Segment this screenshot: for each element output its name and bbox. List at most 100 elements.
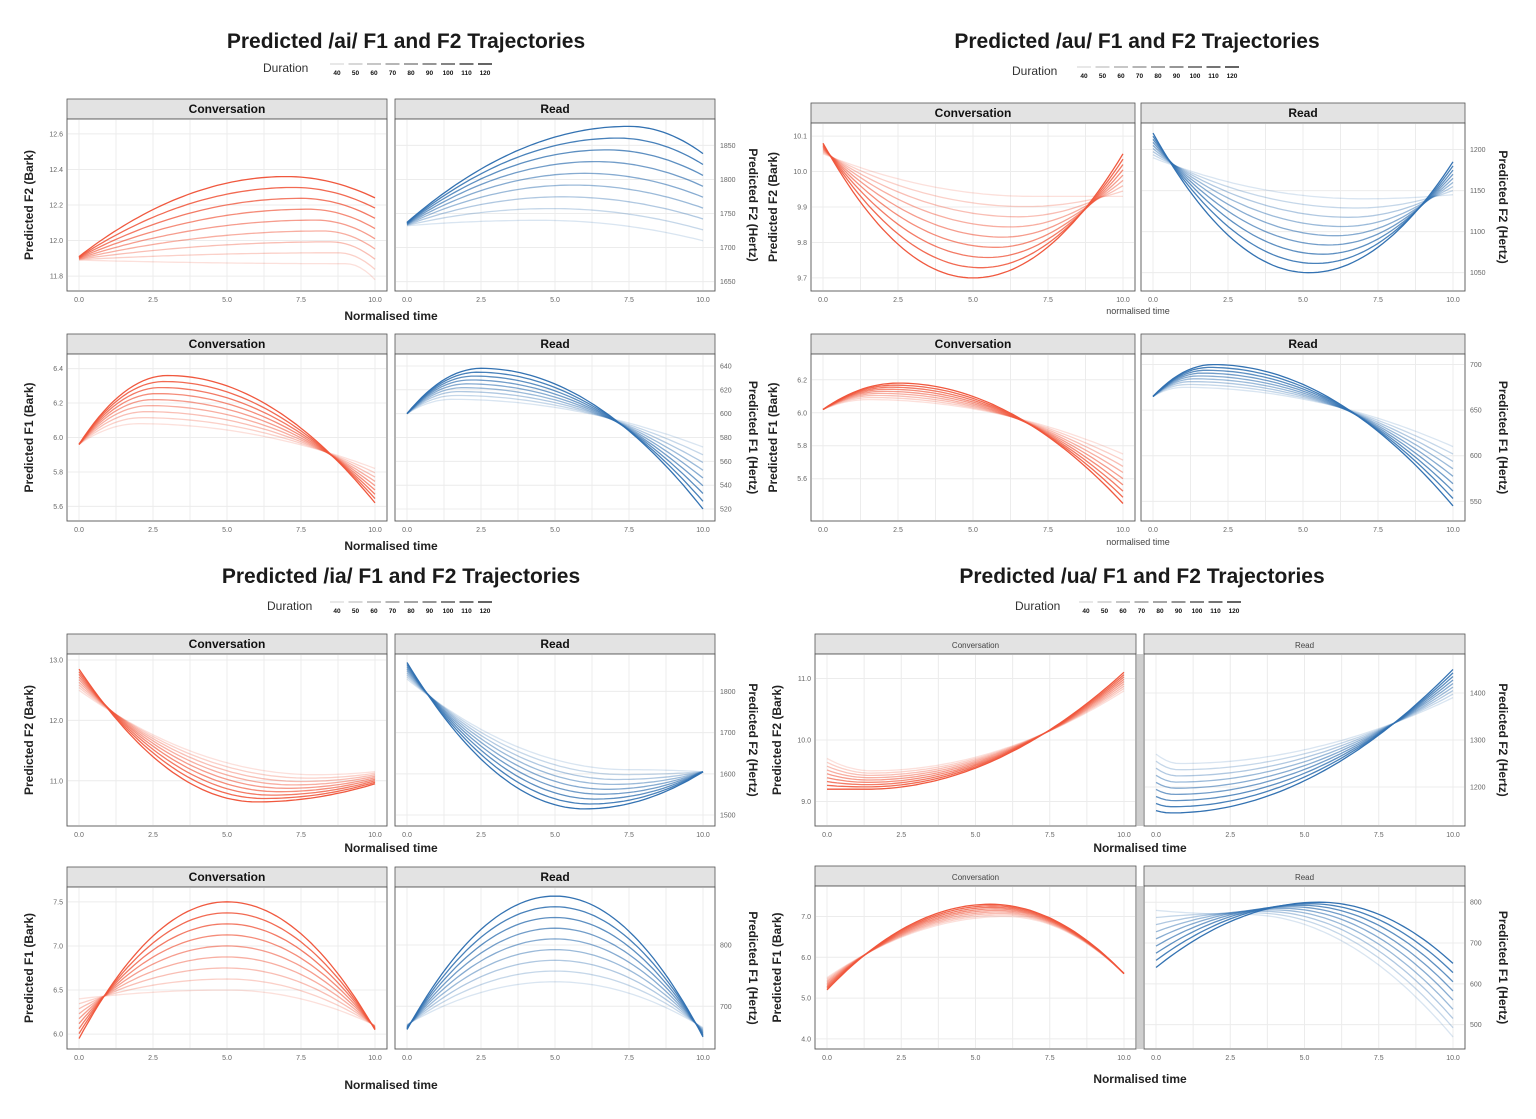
x-tick-label: 7.5 xyxy=(1373,297,1383,304)
trajectory-line xyxy=(1152,135,1454,265)
trajectory-line xyxy=(406,672,704,786)
trajectory-line xyxy=(406,981,704,1029)
panel-conversation: Conversation 5.6 5.8 6.0 6.2 Predicted F1 (Ba… xyxy=(766,333,1136,534)
panel-gap xyxy=(1137,654,1143,826)
y-axis-label: Predicted F2 (Hertz) xyxy=(746,683,760,796)
trajectory-line xyxy=(78,219,376,259)
x-tick-label: 2.5 xyxy=(476,297,486,304)
trajectory-line xyxy=(78,978,376,1027)
y-tick-label: 11.0 xyxy=(50,778,63,785)
y-axis-label: Predicted F1 (Bark) xyxy=(766,382,780,492)
x-axis-label: Normalised time xyxy=(1093,1072,1187,1086)
y-tick-label: 560 xyxy=(720,459,732,466)
y-tick-label: 580 xyxy=(720,435,732,442)
y-axis-label: Predicted F1 (Hertz) xyxy=(1496,911,1510,1024)
facet-label: Read xyxy=(1295,641,1314,650)
trajectory-line xyxy=(1155,693,1454,771)
y-tick-label: 1700 xyxy=(720,245,736,252)
y-tick-label: 700 xyxy=(1470,362,1482,369)
panel-gap xyxy=(1137,886,1143,1049)
y-tick-label: 7.0 xyxy=(53,943,63,950)
x-tick-label: 7.5 xyxy=(296,527,306,534)
trajectory-line xyxy=(1152,141,1454,246)
y-tick-label: 1700 xyxy=(720,730,736,737)
x-tick-label: 2.5 xyxy=(476,527,486,534)
trajectory-line xyxy=(406,160,704,225)
trajectory-line xyxy=(1152,378,1454,470)
x-tick-label: 5.0 xyxy=(222,297,232,304)
x-axis-label: normalised time xyxy=(1106,537,1170,547)
y-tick-label: 10.0 xyxy=(797,738,811,745)
facet-label: Conversation xyxy=(935,337,1012,351)
legend-title: Duration xyxy=(263,61,308,75)
x-tick-label: 2.5 xyxy=(896,832,906,839)
y-axis-label: Predicted F2 (Hertz) xyxy=(1496,683,1510,796)
legend-label: 70 xyxy=(389,608,397,615)
trajectory-line xyxy=(1152,132,1454,274)
legend-label: 120 xyxy=(1227,73,1238,80)
trajectory-line xyxy=(406,125,704,223)
panel-read: Read 550 600 650 700 Predicted F1 (Hertz) 0.0 2… xyxy=(1140,333,1510,534)
trajectory-line xyxy=(406,938,704,1033)
trajectory-line xyxy=(822,142,1124,279)
trajectory-line xyxy=(406,959,704,1031)
duration-legend: Duration 40 50 60 70 80 90 100 110 120 xyxy=(267,599,492,615)
x-tick-label: 7.5 xyxy=(1373,527,1383,534)
legend-label: 120 xyxy=(1229,608,1240,615)
x-tick-label: 7.5 xyxy=(296,1055,306,1062)
y-tick-label: 6.5 xyxy=(53,988,63,995)
x-tick-label: 10.0 xyxy=(696,527,710,534)
trajectory-line xyxy=(1152,369,1454,492)
y-tick-label: 1800 xyxy=(720,689,736,696)
x-tick-label: 2.5 xyxy=(476,1055,486,1062)
legend-label: 120 xyxy=(480,608,491,615)
chart-title: Predicted /ua/ F1 and F2 Trajectories xyxy=(959,565,1324,588)
x-tick-label: 0.0 xyxy=(1151,832,1161,839)
x-tick-label: 5.0 xyxy=(1300,832,1310,839)
y-tick-label: 5.8 xyxy=(797,443,807,450)
facet-label: Conversation xyxy=(952,873,999,882)
trajectory-line xyxy=(1152,375,1454,477)
y-axis-label: Predicted F1 (Bark) xyxy=(22,382,36,492)
facet-label: Conversation xyxy=(189,870,266,884)
y-tick-label: 13.0 xyxy=(49,658,63,665)
x-tick-label: 0.0 xyxy=(1148,297,1158,304)
x-axis-label: Normalised time xyxy=(344,841,438,855)
x-tick-label: 0.0 xyxy=(74,832,84,839)
trajectory-line xyxy=(78,208,376,259)
legend-title: Duration xyxy=(1012,64,1057,78)
y-axis-label: Predicted F2 (Bark) xyxy=(766,152,780,262)
x-tick-label: 7.5 xyxy=(1045,832,1055,839)
trajectory-line xyxy=(826,915,1125,979)
trajectory-line xyxy=(406,662,704,810)
duration-legend: Duration 40 50 60 70 80 90 100 110 120 xyxy=(263,61,492,77)
facet-label: Conversation xyxy=(952,641,999,650)
y-tick-label: 9.7 xyxy=(797,275,807,282)
trajectory-line xyxy=(822,151,1124,208)
x-tick-label: 7.5 xyxy=(296,297,306,304)
y-tick-label: 600 xyxy=(1470,981,1482,988)
trajectory-line xyxy=(406,196,704,226)
legend-label: 100 xyxy=(1192,608,1203,615)
trajectory-line xyxy=(406,137,704,224)
trajectory-line xyxy=(406,367,704,510)
panel-conversation: Conversation 9.7 9.8 9.9 10.0 10.1 Predicted F… xyxy=(766,102,1136,304)
x-tick-label: 10.0 xyxy=(368,297,382,304)
x-tick-label: 7.5 xyxy=(1374,832,1384,839)
x-tick-label: 2.5 xyxy=(893,527,903,534)
trajectory-line xyxy=(1155,912,1454,1029)
trajectory-line xyxy=(1152,151,1454,218)
panel-read: Read 1500 1600 1700 1800 Predicted F2 (Hertz)… xyxy=(394,633,760,839)
y-tick-label: 500 xyxy=(1470,1022,1482,1029)
x-tick-label: 10.0 xyxy=(368,832,382,839)
trajectory-line xyxy=(822,394,1124,467)
legend-label: 90 xyxy=(426,70,434,77)
x-tick-label: 7.5 xyxy=(1043,527,1053,534)
trajectory-line xyxy=(406,149,704,224)
y-tick-label: 1050 xyxy=(1470,270,1486,277)
x-tick-label: 2.5 xyxy=(1225,1055,1235,1062)
legend-label: 90 xyxy=(1173,73,1181,80)
legend-label: 80 xyxy=(1156,608,1164,615)
y-tick-label: 7.0 xyxy=(801,914,811,921)
trajectory-line xyxy=(78,923,376,1030)
